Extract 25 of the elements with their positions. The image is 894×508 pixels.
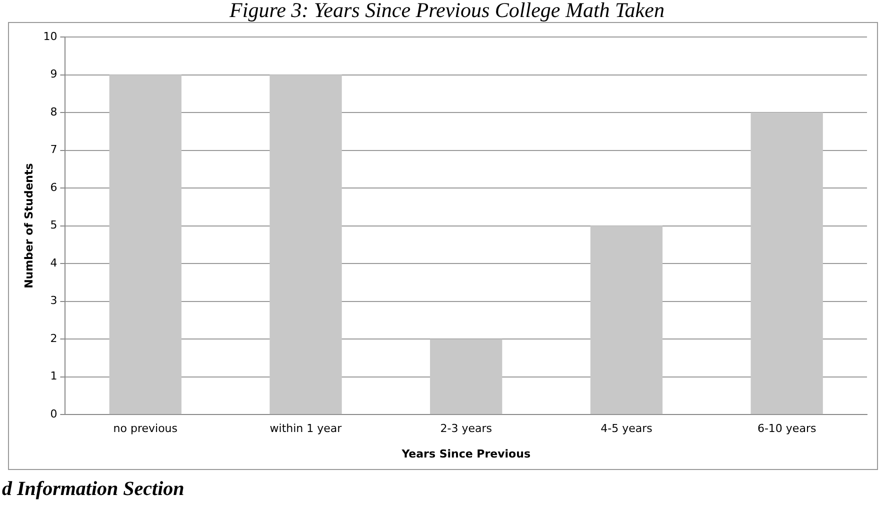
- bar: [590, 226, 663, 414]
- x-tick-label: no previous: [113, 422, 178, 436]
- y-tick-label: 0: [50, 407, 58, 420]
- bar: [750, 112, 823, 414]
- y-tick-label: 10: [43, 30, 58, 43]
- x-axis-title: Years Since Previous: [400, 447, 531, 460]
- y-tick-label: 7: [50, 143, 58, 156]
- chart-title: Figure 3: Years Since Previous College Math Taken: [228, 0, 666, 23]
- bar: [109, 74, 182, 414]
- text: d Information Section: [2, 478, 184, 501]
- x-tick-label: within 1 year: [270, 422, 342, 436]
- y-tick-label: 4: [50, 256, 58, 270]
- y-tick-label: 8: [50, 105, 58, 118]
- bar: [270, 74, 342, 414]
- y-tick-label: 9: [50, 68, 58, 81]
- y-tick-label: 5: [50, 218, 58, 232]
- y-tick-label: 3: [50, 294, 58, 308]
- y-tick-label: 2: [50, 332, 58, 345]
- x-tick-label: 6-10 years: [757, 422, 816, 436]
- y-axis-title: Number of Students: [22, 162, 36, 288]
- y-tick-label: 1: [50, 370, 58, 383]
- y-tick-label: 6: [50, 180, 58, 194]
- x-tick-label: 2-3 years: [440, 422, 492, 436]
- bar: [430, 339, 502, 414]
- x-tick-label: 4-5 years: [600, 422, 653, 436]
